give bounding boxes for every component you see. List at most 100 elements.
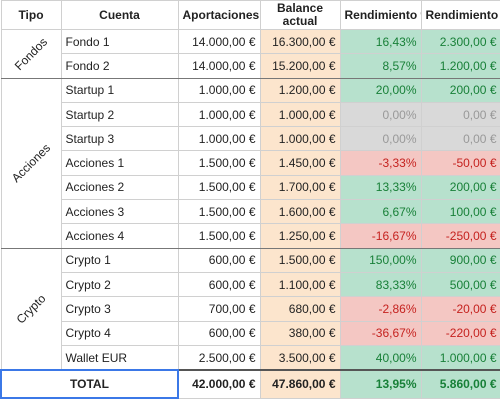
- header-rendimiento-pct[interactable]: Rendimiento %: [339, 0, 422, 30]
- cell-cuenta[interactable]: Fondo 1: [60, 28, 179, 55]
- group-label-acciones: Acciones: [8, 140, 54, 186]
- cell-aportaciones[interactable]: 14.000,00 €: [177, 53, 261, 79]
- cell-cuenta[interactable]: Startup 2: [60, 101, 179, 128]
- cell-cuenta[interactable]: Startup 3: [60, 126, 179, 152]
- cell-balance[interactable]: 1.450,00 €: [259, 150, 341, 176]
- table-row: Acciones 3 1.500,00 € 1.600,00 € 6,67% 1…: [1, 199, 500, 225]
- table-row: Startup 2 1.000,00 € 1.000,00 € 0,00% 0,…: [1, 101, 500, 128]
- cell-rendimiento-pct[interactable]: -2,86%: [339, 296, 422, 322]
- cell-rendimiento-pct[interactable]: 6,67%: [339, 199, 422, 225]
- total-balance[interactable]: 47.860,00 €: [259, 369, 341, 399]
- total-row: TOTAL 42.000,00 € 47.860,00 € 13,95% 5.8…: [0, 369, 500, 400]
- group-label-crypto: Crypto: [13, 291, 49, 327]
- cell-aportaciones[interactable]: 600,00 €: [177, 271, 261, 298]
- table-row: Crypto Crypto 1 600,00 € 1.500,00 € 150,…: [0, 247, 500, 371]
- cell-rendimiento-eur[interactable]: 200,00 €: [420, 174, 500, 201]
- cell-aportaciones[interactable]: 14.000,00 €: [177, 28, 261, 55]
- cell-aportaciones[interactable]: 2.500,00 €: [177, 344, 261, 371]
- cell-aportaciones[interactable]: 1.500,00 €: [177, 174, 261, 201]
- cell-cuenta[interactable]: Acciones 2: [60, 174, 179, 201]
- cell-aportaciones[interactable]: 600,00 €: [177, 320, 261, 346]
- cell-aportaciones[interactable]: 1.500,00 €: [177, 223, 261, 249]
- cell-rendimiento-eur[interactable]: 1.000,00 €: [420, 344, 500, 371]
- group-cell-acciones[interactable]: Acciones: [0, 77, 62, 249]
- table-row: Fondos Fondo 1 14.000,00 € 16.300,00 € 1…: [0, 28, 500, 79]
- cell-rendimiento-pct[interactable]: -36,67%: [339, 320, 422, 346]
- group-label-fondos: Fondos: [11, 34, 51, 73]
- cell-balance[interactable]: 380,00 €: [259, 320, 341, 346]
- cell-rendimiento-pct[interactable]: 0,00%: [339, 101, 422, 128]
- cell-balance[interactable]: 1.500,00 €: [259, 247, 341, 273]
- cell-rendimiento-pct[interactable]: 150,00%: [339, 247, 422, 273]
- cell-balance[interactable]: 1.000,00 €: [259, 126, 341, 152]
- cell-rendimiento-pct[interactable]: 20,00%: [339, 77, 422, 103]
- cell-cuenta[interactable]: Acciones 3: [60, 199, 179, 225]
- cell-rendimiento-pct[interactable]: 8,57%: [339, 53, 422, 79]
- cell-rendimiento-eur[interactable]: -220,00 €: [420, 320, 500, 346]
- group-cell-crypto[interactable]: Crypto: [0, 247, 62, 371]
- cell-cuenta[interactable]: Acciones 4: [60, 223, 179, 249]
- table-row: Acciones 4 1.500,00 € 1.250,00 € -16,67%…: [1, 223, 500, 249]
- header-cuenta[interactable]: Cuenta: [60, 0, 179, 30]
- table-row: Crypto 2 600,00 € 1.100,00 € 83,33% 500,…: [1, 271, 500, 298]
- cell-balance[interactable]: 1.100,00 €: [259, 271, 341, 298]
- cell-rendimiento-pct[interactable]: 13,33%: [339, 174, 422, 201]
- cell-aportaciones[interactable]: 1.000,00 €: [177, 77, 261, 103]
- cell-aportaciones[interactable]: 1.000,00 €: [177, 126, 261, 152]
- header-aportaciones[interactable]: Aportaciones: [177, 0, 261, 30]
- cell-rendimiento-eur[interactable]: 1.200,00 €: [420, 53, 500, 79]
- cell-cuenta[interactable]: Crypto 1: [60, 247, 179, 273]
- total-rendimiento-pct[interactable]: 13,95%: [339, 369, 422, 399]
- cell-rendimiento-pct[interactable]: -3,33%: [339, 150, 422, 176]
- cell-rendimiento-pct[interactable]: -16,67%: [339, 223, 422, 249]
- total-rendimiento-eur[interactable]: 5.860,00 €: [420, 369, 500, 399]
- total-label-cell[interactable]: TOTAL: [0, 369, 179, 400]
- group-cell-fondos[interactable]: Fondos: [0, 29, 62, 79]
- cell-rendimiento-eur[interactable]: 200,00 €: [420, 77, 500, 103]
- header-tipo[interactable]: Tipo: [0, 0, 62, 30]
- total-aportaciones[interactable]: 42.000,00 €: [177, 369, 261, 399]
- cell-balance[interactable]: 1.700,00 €: [259, 174, 341, 201]
- cell-rendimiento-eur[interactable]: -20,00 €: [420, 296, 500, 322]
- table-row: Acciones Startup 1 1.000,00 € 1.200,00 €…: [0, 77, 500, 249]
- cell-rendimiento-eur[interactable]: 900,00 €: [420, 247, 500, 273]
- cell-rendimiento-eur[interactable]: 0,00 €: [420, 126, 500, 152]
- cell-rendimiento-eur[interactable]: -50,00 €: [420, 150, 500, 176]
- cell-aportaciones[interactable]: 1.500,00 €: [177, 150, 261, 176]
- cell-aportaciones[interactable]: 700,00 €: [177, 296, 261, 322]
- cell-aportaciones[interactable]: 1.000,00 €: [177, 101, 261, 128]
- header-balance[interactable]: Balance actual: [259, 0, 341, 30]
- cell-rendimiento-pct[interactable]: 83,33%: [339, 271, 422, 298]
- cell-balance[interactable]: 680,00 €: [259, 296, 341, 322]
- cell-balance[interactable]: 1.600,00 €: [259, 199, 341, 225]
- cell-balance[interactable]: 1.000,00 €: [259, 101, 341, 128]
- cell-rendimiento-eur[interactable]: -250,00 €: [420, 223, 500, 249]
- table-row: Crypto 3 700,00 € 680,00 € -2,86% -20,00…: [1, 296, 500, 322]
- table-row: Crypto 4 600,00 € 380,00 € -36,67% -220,…: [1, 320, 500, 346]
- cell-cuenta[interactable]: Crypto 2: [60, 271, 179, 298]
- cell-balance[interactable]: 15.200,00 €: [259, 53, 341, 79]
- cell-balance[interactable]: 16.300,00 €: [259, 28, 341, 55]
- cell-rendimiento-eur[interactable]: 500,00 €: [420, 271, 500, 298]
- table-row: Startup 3 1.000,00 € 1.000,00 € 0,00% 0,…: [1, 126, 500, 152]
- cell-cuenta[interactable]: Crypto 4: [60, 320, 179, 346]
- cell-rendimiento-pct[interactable]: 40,00%: [339, 344, 422, 371]
- table-row: Acciones 1 1.500,00 € 1.450,00 € -3,33% …: [1, 150, 500, 176]
- cell-balance[interactable]: 3.500,00 €: [259, 344, 341, 371]
- header-rendimiento-eur[interactable]: Rendimiento €: [420, 0, 500, 30]
- cell-rendimiento-eur[interactable]: 100,00 €: [420, 199, 500, 225]
- cell-aportaciones[interactable]: 600,00 €: [177, 247, 261, 273]
- cell-cuenta[interactable]: Crypto 3: [60, 296, 179, 322]
- header-row: Tipo Cuenta Aportaciones Balance actual …: [0, 0, 500, 30]
- cell-cuenta[interactable]: Fondo 2: [60, 53, 179, 79]
- cell-aportaciones[interactable]: 1.500,00 €: [177, 199, 261, 225]
- cell-balance[interactable]: 1.250,00 €: [259, 223, 341, 249]
- cell-cuenta[interactable]: Startup 1: [60, 77, 179, 103]
- cell-rendimiento-eur[interactable]: 0,00 €: [420, 101, 500, 128]
- cell-rendimiento-pct[interactable]: 16,43%: [339, 28, 422, 55]
- cell-balance[interactable]: 1.200,00 €: [259, 77, 341, 103]
- cell-cuenta[interactable]: Wallet EUR: [60, 344, 179, 371]
- cell-rendimiento-pct[interactable]: 0,00%: [339, 126, 422, 152]
- cell-cuenta[interactable]: Acciones 1: [60, 150, 179, 176]
- cell-rendimiento-eur[interactable]: 2.300,00 €: [420, 28, 500, 55]
